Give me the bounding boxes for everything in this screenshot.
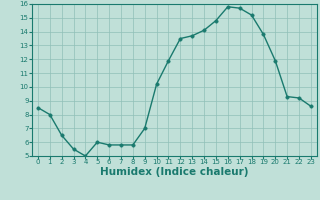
X-axis label: Humidex (Indice chaleur): Humidex (Indice chaleur) (100, 167, 249, 177)
